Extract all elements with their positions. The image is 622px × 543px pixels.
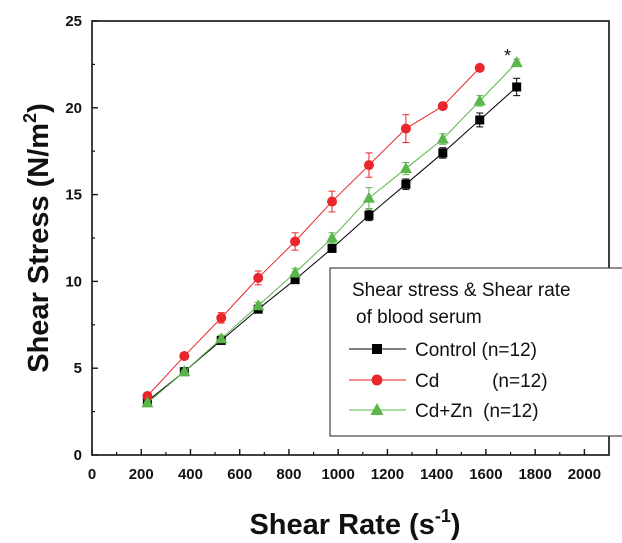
data-point [473,94,486,106]
data-point [141,396,154,408]
data-point [327,243,337,253]
data-point [215,332,228,344]
data-point [363,160,374,171]
y-tick-label: 10 [65,273,82,290]
data-point [289,266,302,278]
y-axis-title-superscript: 2 [20,113,40,123]
series-triangle [141,56,523,408]
x-tick-label: 1200 [371,466,404,483]
data-point [512,82,522,92]
series-circle [142,62,485,401]
x-axis-title: Shear Rate (s-1) [249,506,460,541]
y-tick-label: 5 [74,360,82,377]
data-point [401,179,411,189]
data-point [290,236,301,247]
y-tick-label: 0 [74,447,82,464]
legend-title-line2: of blood serum [356,307,482,328]
x-tick-label: 800 [276,466,301,483]
data-point [327,196,338,207]
legend-entry-cdzn: Cd+Zn (n=12) [415,401,539,422]
data-point [178,365,191,377]
y-axis-title: Shear Stress (N/m2) [20,103,55,373]
data-point [253,272,264,283]
x-tick-label: 0 [88,466,96,483]
x-tick-label: 1800 [518,466,551,483]
data-point [436,132,449,144]
y-tick-label: 15 [65,187,82,204]
data-point [510,56,523,68]
x-tick-label: 1600 [469,466,502,483]
x-tick-label: 600 [227,466,252,483]
x-axis-title-superscript: -1 [435,506,451,526]
data-point [362,191,375,203]
legend-control-marker [372,344,382,354]
x-tick-label: 1000 [322,466,355,483]
legend-entry-control: Control (n=12) [415,340,537,361]
data-point [252,299,265,311]
x-tick-label: 1400 [420,466,453,483]
plot-marks [141,56,523,408]
axes: 0 200 400 600 800 1000 1200 1400 1600 1800 2000 0 5 1… [65,13,610,483]
data-point [474,62,485,73]
data-point [437,101,448,112]
x-tick-label: 400 [178,466,203,483]
x-tick-label: 2000 [568,466,601,483]
legend-title-line1: Shear stress & Shear rate [352,280,571,301]
data-point [364,210,374,220]
y-tick-label: 20 [65,100,82,117]
data-point [399,162,412,174]
significance-asterisk: * [504,46,511,66]
x-tick-label: 200 [129,466,154,483]
data-point [326,231,339,243]
data-point [438,148,448,158]
data-point [179,351,190,362]
data-point [290,275,300,285]
legend-cdzn-marker [370,403,384,415]
legend-cd-marker [371,374,383,386]
y-tick-label: 25 [65,13,82,30]
legend: Shear stress & Shear rate of blood serum… [329,267,622,437]
series-line [147,67,481,397]
legend-entry-cd: Cd (n=12) [415,371,548,392]
data-point [142,390,153,401]
data-point [475,115,485,125]
data-point [216,312,227,323]
data-point [400,123,411,134]
